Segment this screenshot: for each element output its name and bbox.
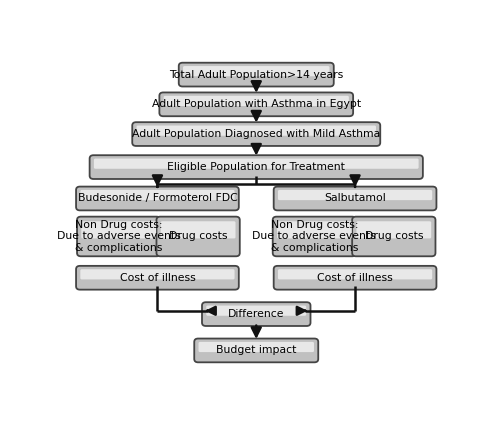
FancyBboxPatch shape <box>164 96 349 106</box>
FancyBboxPatch shape <box>160 221 236 239</box>
FancyBboxPatch shape <box>80 269 234 279</box>
Text: Difference: Difference <box>228 309 284 319</box>
Text: Cost of illness: Cost of illness <box>317 273 393 283</box>
FancyBboxPatch shape <box>274 187 436 210</box>
Text: Adult Population Diagnosed with Mild Asthma: Adult Population Diagnosed with Mild Ast… <box>132 129 380 139</box>
FancyBboxPatch shape <box>82 221 156 239</box>
Text: Budesonide / Formoterol FDC: Budesonide / Formoterol FDC <box>78 193 237 203</box>
FancyBboxPatch shape <box>198 342 314 352</box>
FancyBboxPatch shape <box>202 302 310 326</box>
Text: Non Drug costs:
Due to adverse events
& complications: Non Drug costs: Due to adverse events & … <box>252 220 376 253</box>
FancyBboxPatch shape <box>76 266 239 290</box>
Text: Non Drug costs:
Due to adverse events
& complications: Non Drug costs: Due to adverse events & … <box>57 220 180 253</box>
Text: Adult Population with Asthma in Egypt: Adult Population with Asthma in Egypt <box>152 100 361 109</box>
FancyBboxPatch shape <box>156 217 240 256</box>
FancyBboxPatch shape <box>160 92 353 116</box>
FancyBboxPatch shape <box>206 305 306 316</box>
Text: Cost of illness: Cost of illness <box>120 273 196 283</box>
FancyBboxPatch shape <box>77 217 160 256</box>
Text: Salbutamol: Salbutamol <box>324 193 386 203</box>
FancyBboxPatch shape <box>94 159 418 169</box>
FancyBboxPatch shape <box>356 221 431 239</box>
FancyBboxPatch shape <box>274 266 436 290</box>
FancyBboxPatch shape <box>194 338 318 363</box>
Text: Total Adult Population>14 years: Total Adult Population>14 years <box>169 69 344 80</box>
FancyBboxPatch shape <box>136 126 376 136</box>
FancyBboxPatch shape <box>272 217 356 256</box>
FancyBboxPatch shape <box>352 217 436 256</box>
Text: Eligible Population for Treatment: Eligible Population for Treatment <box>168 162 345 172</box>
Text: Drug costs: Drug costs <box>169 232 228 242</box>
FancyBboxPatch shape <box>80 190 234 200</box>
FancyBboxPatch shape <box>76 187 239 210</box>
Text: Budget impact: Budget impact <box>216 345 296 356</box>
FancyBboxPatch shape <box>278 269 432 279</box>
FancyBboxPatch shape <box>183 66 330 76</box>
FancyBboxPatch shape <box>278 190 432 200</box>
Text: Drug costs: Drug costs <box>364 232 423 242</box>
FancyBboxPatch shape <box>179 63 334 87</box>
FancyBboxPatch shape <box>132 122 380 146</box>
FancyBboxPatch shape <box>90 155 423 179</box>
FancyBboxPatch shape <box>277 221 352 239</box>
